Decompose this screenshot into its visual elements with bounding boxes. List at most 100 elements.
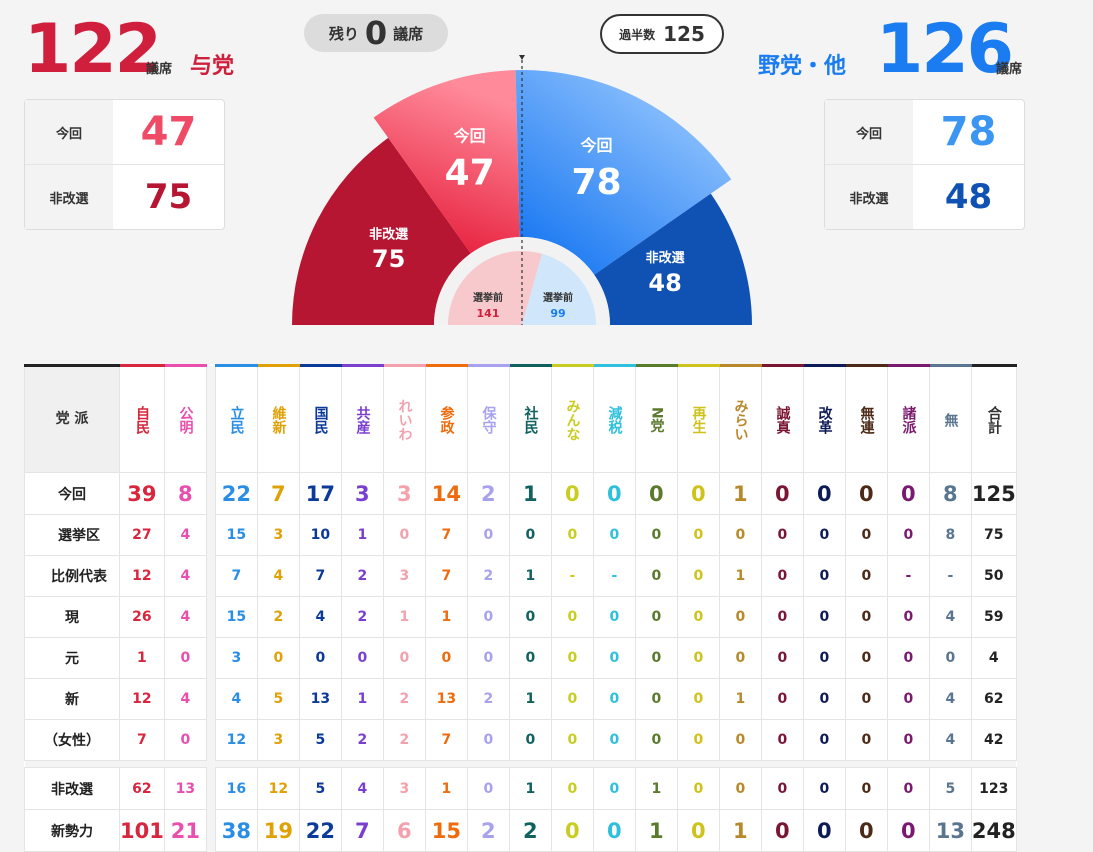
table-cell: 7 [256,472,300,515]
table-cell: 0 [382,637,426,679]
party-header-15: みらい [718,364,762,473]
table-cell: 15 [424,809,468,852]
table-cell: 0 [550,472,594,515]
table-cell: 0 [466,596,510,638]
table-cell: 4 [163,555,207,597]
table-row: （女性） 7 0 12 3 5 2 2 7 0 0 0 0 0 0 0 0 0 0 0 4 42 [24,719,1017,761]
table-cell: 0 [886,596,930,638]
ruling-unit: 議席 [146,62,173,77]
table-cell: 0 [760,678,804,720]
table-cell: 0 [634,472,678,515]
table-row: 非改選 62 13 16 12 5 4 3 1 0 1 0 0 1 0 0 0 0 0 0 5 123 [24,767,1017,810]
party-header-label: 党 派 [24,364,120,473]
table-cell: 26 [119,596,165,638]
table-cell: 7 [214,555,258,597]
table-cell: 2 [340,719,384,761]
table-cell: 0 [676,678,720,720]
table-cell: 2 [466,809,510,852]
row-label: 今回 [24,472,120,515]
table-cell: 8 [163,472,207,515]
row-label: 新勢力 [24,809,120,852]
table-cell: 0 [466,719,510,761]
table-cell: 3 [214,637,258,679]
row-total: 248 [970,809,1017,852]
table-cell: 0 [592,767,636,810]
table-cell: 0 [508,514,552,556]
opposition-unit: 議席 [996,62,1023,77]
row-label: 元 [24,637,120,679]
table-cell: 0 [676,514,720,556]
majority-value: 125 [663,22,705,46]
table-cell: 0 [844,472,888,515]
ruling-noncontest-value: 75 [144,177,193,217]
remaining-value: 0 [364,14,388,52]
party-header-20: 無 [928,364,972,473]
table-cell: 38 [214,809,258,852]
table-cell: 0 [718,719,762,761]
table-cell: 0 [163,719,207,761]
table-cell: 1 [424,596,468,638]
sector-label-0: 非改選 [369,226,408,242]
table-cell: 2 [466,555,510,597]
table-cell: 0 [676,719,720,761]
table-cell: 0 [928,637,972,679]
table-cell: 39 [119,472,165,515]
table-cell: 0 [634,678,678,720]
table-cell: 2 [466,472,510,515]
table-cell: 0 [760,767,804,810]
table-cell: 5 [928,767,972,810]
table-cell: 7 [424,555,468,597]
table-cell: 2 [256,596,300,638]
party-header-8: 参政 [424,364,468,473]
table-row: 現 26 4 15 2 4 2 1 1 0 0 0 0 0 0 0 0 0 0 0 4 59 [24,596,1017,638]
table-cell: 1 [718,678,762,720]
table-cell: 5 [298,719,342,761]
row-total: 62 [970,678,1017,720]
table-cell: 5 [256,678,300,720]
sector-opposition-current [515,70,732,275]
table-cell: 12 [119,555,165,597]
table-cell: 0 [508,596,552,638]
table-cell: - [550,555,594,597]
table-cell: 7 [424,719,468,761]
majority-label: 過半数 [619,27,656,42]
table-cell: 0 [802,596,846,638]
inner-ruling [448,251,543,325]
ruling-current-value: 47 [140,109,197,155]
majority-badge: 過半数 125 [600,14,724,54]
table-cell: 13 [424,678,468,720]
party-header-19: 諸派 [886,364,930,473]
row-total: 59 [970,596,1017,638]
sector-ruling-noncontest [292,137,471,325]
row-label: 非改選 [24,767,120,810]
table-cell: 1 [718,555,762,597]
table-cell: 0 [634,596,678,638]
table-cell: 0 [550,514,594,556]
table-separator-cell [24,760,1017,768]
party-header-3: 立民 [214,364,258,473]
row-label: 比例代表 [24,555,120,597]
table-cell: 0 [508,637,552,679]
inner-label-0: 選挙前 [473,291,503,304]
table-cell: 0 [844,514,888,556]
column-gap [206,596,216,638]
table-cell: 0 [676,596,720,638]
table-cell: 1 [119,637,165,679]
remaining-badge: 残り 0 議席 [304,14,448,52]
table-cell: 5 [298,767,342,810]
row-total: 123 [970,767,1017,810]
table-cell: 0 [802,809,846,852]
table-cell: 0 [802,637,846,679]
party-header-4: 維新 [256,364,300,473]
opposition-noncontest-value: 48 [944,177,993,217]
sector-value-2: 78 [571,162,621,203]
table-cell: 1 [382,596,426,638]
total-header: 合計 [970,364,1017,473]
table-cell: 0 [802,472,846,515]
table-cell: 0 [592,637,636,679]
party-header-16: 誠真 [760,364,804,473]
table-cell: 8 [928,514,972,556]
column-gap [206,555,216,597]
table-cell: 0 [550,637,594,679]
